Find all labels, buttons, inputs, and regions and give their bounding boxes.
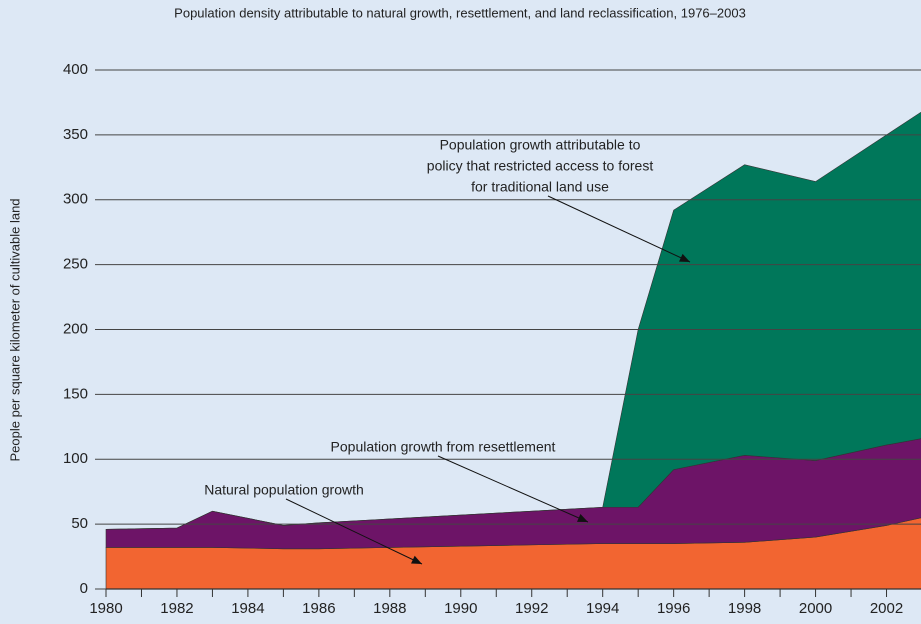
y-tick-label: 400 xyxy=(63,61,88,78)
annotation-arrow xyxy=(437,455,589,523)
annotation-text: Population growth attributable to xyxy=(440,137,641,153)
arrow-head xyxy=(411,555,422,564)
x-tick-label: 1982 xyxy=(160,600,193,617)
x-tick-label: 1986 xyxy=(302,600,335,617)
annotation-text: for traditional land use xyxy=(471,179,609,195)
y-tick-label: 200 xyxy=(63,320,88,337)
x-tick-label: 1994 xyxy=(586,600,619,617)
x-tick-label: 1984 xyxy=(231,600,264,617)
area xyxy=(105,111,921,530)
arrow-head xyxy=(679,253,690,262)
x-tick-label: 1988 xyxy=(373,600,406,617)
x-tick-label: 1980 xyxy=(89,600,122,617)
y-tick-label: 100 xyxy=(63,450,88,467)
y-tick-label: 350 xyxy=(63,126,88,143)
annotation-text: policy that restricted access to forest xyxy=(427,158,654,174)
y-axis-label: People per square kilometer of cultivabl… xyxy=(7,198,22,461)
annotation-text: Population growth from resettlement xyxy=(331,439,556,455)
x-tick-label: 2002 xyxy=(870,600,903,617)
areas xyxy=(105,111,921,590)
y-tick-label: 250 xyxy=(63,256,88,273)
y-tick-label: 50 xyxy=(71,515,88,532)
annotations: Population growth attributable to policy … xyxy=(204,137,691,565)
arrow-head xyxy=(577,513,588,522)
annotation-arrow xyxy=(547,195,691,263)
x-tick-label: 2000 xyxy=(799,600,832,617)
y-tick-label: 150 xyxy=(63,385,88,402)
x-tick-label: 1998 xyxy=(728,600,761,617)
annotation-text: Natural population growth xyxy=(204,482,364,498)
x-tick-label: 1992 xyxy=(515,600,548,617)
x-tick-label: 1996 xyxy=(657,600,690,617)
y-tick-label: 300 xyxy=(63,191,88,208)
annotation-arrow xyxy=(285,498,423,565)
chart-title: Population density attributable to natur… xyxy=(174,5,746,20)
grid: 0 50 100 150 200 250 300 350 400 1980 1982 1984 1986… xyxy=(63,61,921,617)
x-tick-label: 1990 xyxy=(444,600,477,617)
y-tick-label: 0 xyxy=(80,580,88,597)
